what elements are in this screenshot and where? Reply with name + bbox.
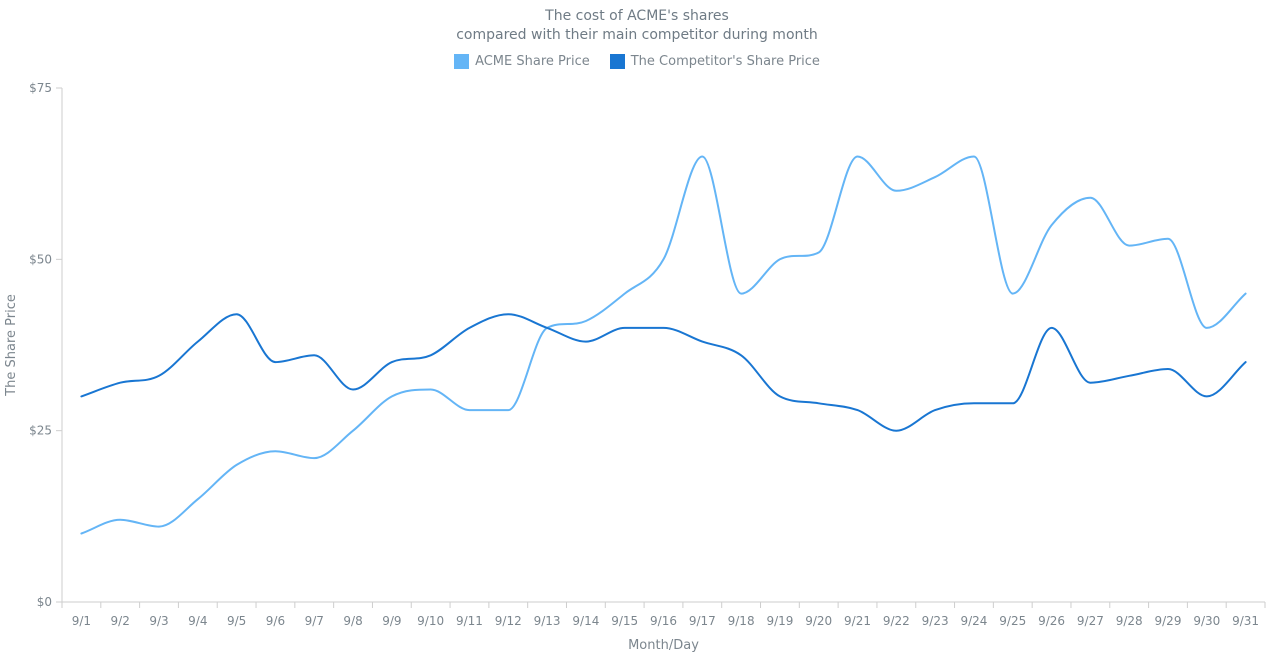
x-tick-label: 9/31 bbox=[1232, 614, 1259, 628]
x-tick-label: 9/30 bbox=[1193, 614, 1220, 628]
x-tick-label: 9/18 bbox=[728, 614, 755, 628]
legend-item-label: The Competitor's Share Price bbox=[630, 54, 820, 69]
x-tick-label: 9/24 bbox=[960, 614, 987, 628]
x-tick-label: 9/27 bbox=[1077, 614, 1104, 628]
legend-swatch-icon bbox=[454, 54, 470, 69]
x-tick-label: 9/7 bbox=[305, 614, 324, 628]
y-tick-label: $75 bbox=[29, 81, 52, 95]
x-axis-title: Month/Day bbox=[628, 638, 699, 653]
x-tick-label: 9/21 bbox=[844, 614, 871, 628]
x-tick-label: 9/26 bbox=[1038, 614, 1065, 628]
x-tick-label: 9/9 bbox=[382, 614, 401, 628]
x-tick-label: 9/8 bbox=[343, 614, 362, 628]
x-tick-label: 9/22 bbox=[883, 614, 910, 628]
x-tick-label: 9/13 bbox=[534, 614, 561, 628]
series-line-acme[interactable] bbox=[80, 155, 1247, 535]
x-tick-label: 9/23 bbox=[922, 614, 949, 628]
legend-swatch-icon bbox=[609, 54, 625, 69]
x-tick-label: 9/28 bbox=[1116, 614, 1143, 628]
x-tick-label: 9/5 bbox=[227, 614, 246, 628]
x-tick-label: 9/6 bbox=[266, 614, 285, 628]
x-tick-label: 9/19 bbox=[766, 614, 793, 628]
chart-title: The cost of ACME's shares compared with … bbox=[0, 7, 1274, 45]
x-tick-label: 9/16 bbox=[650, 614, 677, 628]
series-line-competitor[interactable] bbox=[80, 313, 1247, 432]
x-tick-label: 9/4 bbox=[188, 614, 207, 628]
legend-item-competitor[interactable]: The Competitor's Share Price bbox=[609, 54, 820, 69]
x-tick-label: 9/17 bbox=[689, 614, 716, 628]
legend-item-label: ACME Share Price bbox=[475, 54, 590, 69]
x-tick-label: 9/3 bbox=[149, 614, 168, 628]
chart-legend: ACME Share Price The Competitor's Share P… bbox=[0, 54, 1274, 69]
x-tick-label: 9/14 bbox=[572, 614, 599, 628]
y-tick-label: $25 bbox=[29, 424, 52, 438]
x-tick-label: 9/12 bbox=[495, 614, 522, 628]
x-tick-label: 9/10 bbox=[417, 614, 444, 628]
x-tick-label: 9/11 bbox=[456, 614, 483, 628]
chart-title-line1: The cost of ACME's shares bbox=[545, 8, 729, 24]
x-tick-label: 9/25 bbox=[999, 614, 1026, 628]
x-tick-label: 9/20 bbox=[805, 614, 832, 628]
y-tick-label: $0 bbox=[37, 595, 52, 609]
x-tick-label: 9/2 bbox=[111, 614, 130, 628]
x-tick-label: 9/29 bbox=[1155, 614, 1182, 628]
x-tick-label: 9/15 bbox=[611, 614, 638, 628]
y-axis-title: The Share Price bbox=[4, 294, 19, 397]
y-tick-label: $50 bbox=[29, 252, 52, 266]
chart-title-line2: compared with their main competitor duri… bbox=[456, 27, 818, 43]
x-tick-label: 9/1 bbox=[72, 614, 91, 628]
legend-item-acme[interactable]: ACME Share Price bbox=[454, 54, 590, 69]
chart-header: The cost of ACME's shares compared with … bbox=[0, 0, 1274, 69]
